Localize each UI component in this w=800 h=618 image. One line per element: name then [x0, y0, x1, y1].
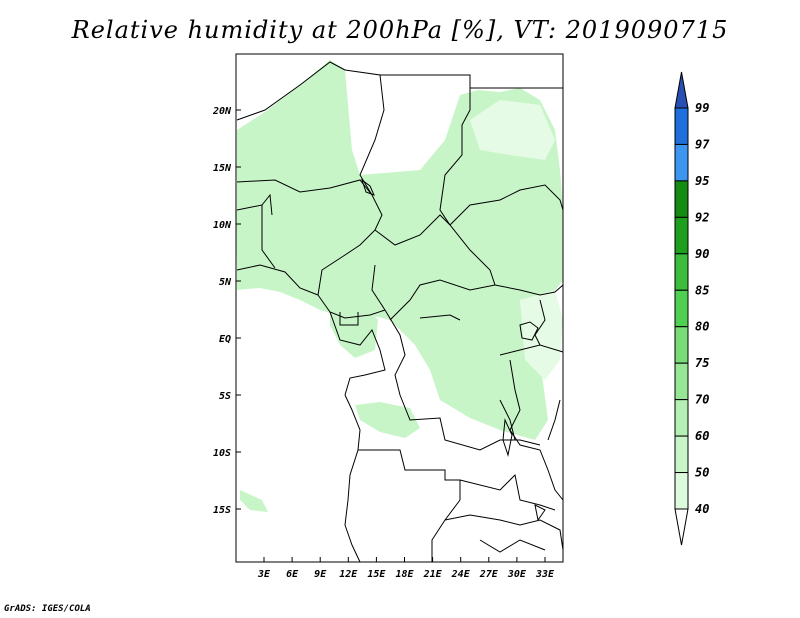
- humidity-shading-light: [470, 100, 563, 380]
- map-plot: 20N 15N 10N 5N EQ 5S 10S 15S 3E 6E 9E 12E 15E 18E 21E…: [212, 53, 564, 580]
- lon-label: 6E: [286, 569, 299, 580]
- colorbar-box: [674, 289, 689, 328]
- colorbar-box: [674, 399, 689, 437]
- lon-label: 15E: [367, 569, 386, 580]
- lon-label: 18E: [395, 569, 414, 580]
- colorbar-box: [674, 107, 689, 145]
- colorbar-lower-extend: [674, 508, 689, 546]
- colorbar-box: [674, 362, 689, 401]
- lat-label: 10S: [213, 448, 231, 459]
- colorbar-label: 92: [695, 210, 709, 224]
- colorbar-label: 75: [695, 356, 709, 370]
- colorbar-box: [674, 253, 689, 291]
- humidity-shading: [235, 60, 563, 512]
- lat-label: 15S: [213, 505, 231, 516]
- lat-label: 15N: [213, 163, 232, 174]
- colorbar-label: 80: [695, 320, 709, 334]
- lon-label: 30E: [507, 569, 527, 580]
- lon-label: 12E: [339, 569, 358, 580]
- colorbar-label: 90: [695, 247, 709, 261]
- lon-label: 27E: [479, 569, 499, 580]
- lon-label: 3E: [257, 569, 271, 580]
- colorbar-box: [674, 435, 689, 474]
- longitude-axis: 3E 6E 9E 12E 15E 18E 21E 24E 27E 30E 33E: [257, 557, 555, 580]
- map-title: Relative humidity at 200hPa [%], VT: 201…: [71, 16, 729, 44]
- colorbar-label: 97: [695, 137, 710, 151]
- lat-label: 20N: [212, 106, 232, 117]
- lat-label: 5N: [219, 277, 232, 288]
- lakes: [361, 178, 546, 522]
- colorbar-box: [674, 326, 689, 364]
- colorbar-label: 85: [695, 283, 709, 297]
- colorbar-label: 99: [695, 101, 709, 115]
- colorbar-label: 70: [695, 393, 709, 407]
- colorbar-box: [674, 216, 689, 255]
- colorbar-upper-extend: [674, 71, 689, 109]
- colorbar-label: 40: [695, 502, 709, 516]
- grads-credit: GrADS: IGES/COLA: [4, 604, 91, 614]
- colorbar: 99 97 95 92 90 85 80 75 70 60 50 40: [674, 71, 710, 546]
- colorbar-label: 60: [695, 429, 709, 443]
- lat-label: 10N: [213, 220, 232, 231]
- lat-label: EQ: [219, 334, 231, 345]
- country-borders: [236, 61, 564, 563]
- colorbar-box: [674, 143, 689, 182]
- colorbar-label: 95: [695, 174, 709, 188]
- lat-label: 5S: [219, 391, 231, 402]
- colorbar-box: [674, 180, 689, 218]
- lon-label: 21E: [423, 569, 443, 580]
- lon-label: 24E: [451, 569, 471, 580]
- colorbar-label: 50: [695, 466, 709, 480]
- lon-label: 33E: [535, 569, 555, 580]
- latitude-axis: 20N 15N 10N 5N EQ 5S 10S 15S: [212, 106, 241, 516]
- lon-label: 9E: [314, 569, 327, 580]
- map-frame: [235, 53, 564, 563]
- colorbar-box: [674, 472, 689, 510]
